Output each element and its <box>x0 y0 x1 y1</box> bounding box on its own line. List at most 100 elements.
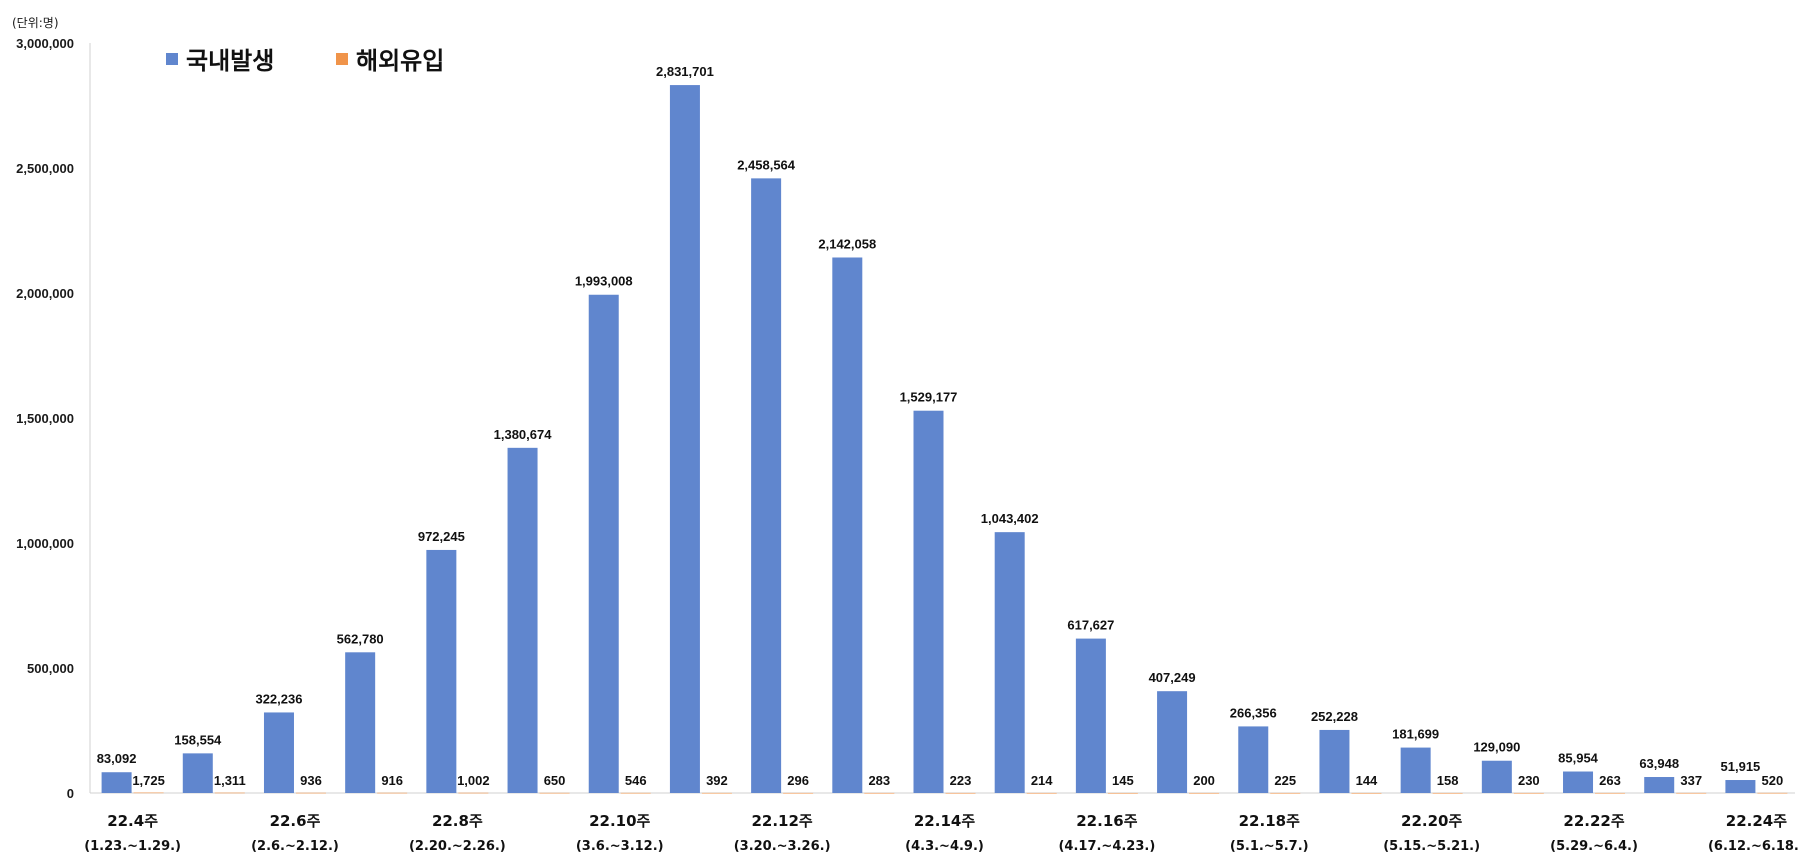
bar-domestic <box>426 549 457 793</box>
x-tick-label-week: 22.6주 <box>270 812 321 830</box>
x-tick-label-range: (6.12.~6.18.) <box>1708 839 1800 854</box>
data-label-domestic: 266,356 <box>1230 705 1277 720</box>
bar-overseas <box>295 792 326 794</box>
x-tick-label-range: (4.3.~4.9.) <box>905 839 984 854</box>
legend: 국내발생 해외유입 <box>166 47 444 75</box>
data-label-overseas: 214 <box>1031 773 1053 788</box>
bar-overseas <box>620 792 651 794</box>
x-tick-label-week: 22.10주 <box>589 812 650 830</box>
data-label-domestic: 322,236 <box>255 691 302 706</box>
data-label-overseas: 650 <box>544 773 566 788</box>
y-tick-label: 1,500,000 <box>16 411 74 426</box>
bar-overseas <box>1595 792 1626 794</box>
bar-overseas <box>864 792 895 794</box>
data-label-domestic: 972,245 <box>418 529 465 544</box>
bar-overseas <box>214 792 245 794</box>
bar-domestic <box>1481 760 1512 793</box>
bar-overseas <box>1432 792 1463 794</box>
bar-overseas <box>1026 792 1057 794</box>
x-tick-label-range: (5.29.~6.4.) <box>1550 839 1638 854</box>
data-label-overseas: 392 <box>706 773 728 788</box>
data-label-overseas: 296 <box>787 773 809 788</box>
data-label-domestic: 63,948 <box>1639 756 1679 771</box>
bar-domestic <box>1075 638 1106 793</box>
data-label-overseas: 225 <box>1274 773 1296 788</box>
bar-overseas <box>701 792 732 794</box>
x-tick-label-range: (5.15.~5.21.) <box>1383 839 1480 854</box>
bar-domestic <box>588 294 619 793</box>
x-tick-label-week: 22.14주 <box>914 812 975 830</box>
bar-overseas <box>1757 792 1788 794</box>
y-axis-ticks: 0 500,000 1,000,000 1,500,000 2,000,000 2,500… <box>16 36 74 801</box>
x-tick-label-range: (4.17.~4.23.) <box>1058 839 1155 854</box>
unit-label: (단위:명) <box>12 16 59 30</box>
data-label-domestic: 51,915 <box>1721 759 1761 774</box>
data-label-overseas: 223 <box>950 773 972 788</box>
data-label-overseas: 546 <box>625 773 647 788</box>
bar-domestic <box>1644 777 1675 793</box>
data-label-overseas: 230 <box>1518 773 1540 788</box>
y-tick-label: 2,500,000 <box>16 161 74 176</box>
bar-domestic <box>1157 691 1188 793</box>
x-tick-label-week: 22.24주 <box>1726 812 1787 830</box>
x-tick-label-week: 22.22주 <box>1563 812 1624 830</box>
bar-overseas <box>458 792 489 794</box>
x-tick-label-range: (5.1.~5.7.) <box>1230 839 1309 854</box>
data-label-domestic: 1,993,008 <box>575 274 633 289</box>
data-label-domestic: 407,249 <box>1149 670 1196 685</box>
y-tick-label: 500,000 <box>27 661 74 676</box>
x-tick-label-week: 22.16주 <box>1076 812 1137 830</box>
x-tick-label-week: 22.8주 <box>432 812 483 830</box>
data-label-overseas: 1,002 <box>457 773 490 788</box>
bar-overseas <box>1676 792 1707 794</box>
x-tick-label-range: (2.6.~2.12.) <box>251 839 339 854</box>
x-tick-label-range: (1.23.~1.29.) <box>84 839 181 854</box>
x-axis-labels: 22.4주 (1.23.~1.29.) 22.6주 (2.6.~2.12.) 22.8주… <box>84 812 1800 854</box>
data-label-overseas: 263 <box>1599 773 1621 788</box>
data-label-overseas: 283 <box>868 773 890 788</box>
bar-overseas <box>133 792 164 794</box>
x-tick-label-range: (3.6.~3.12.) <box>576 839 664 854</box>
bar-overseas <box>1513 792 1544 794</box>
bar-domestic <box>913 410 944 793</box>
bar-domestic <box>832 257 863 794</box>
bar-domestic <box>507 447 538 793</box>
data-label-overseas: 337 <box>1680 773 1702 788</box>
data-label-domestic: 1,529,177 <box>900 390 958 405</box>
bar-domestic <box>101 772 132 793</box>
legend-swatch-domestic <box>166 53 178 65</box>
data-label-overseas: 158 <box>1437 773 1459 788</box>
data-label-domestic: 83,092 <box>97 751 137 766</box>
bar-overseas <box>1189 792 1220 794</box>
data-label-domestic: 617,627 <box>1067 618 1114 633</box>
x-tick-label-week: 22.20주 <box>1401 812 1462 830</box>
data-label-domestic: 2,142,058 <box>818 236 876 251</box>
bar-overseas <box>539 792 570 794</box>
bar-domestic <box>994 532 1025 793</box>
bar-domestic <box>1725 780 1756 793</box>
bar-overseas <box>1270 792 1301 794</box>
x-tick-label-range: (2.20.~2.26.) <box>409 839 506 854</box>
bar-domestic <box>751 178 782 793</box>
x-tick-label-range: (3.20.~3.26.) <box>734 839 831 854</box>
bar-domestic <box>182 753 213 793</box>
data-label-domestic: 562,780 <box>337 631 384 646</box>
x-tick-label-week: 22.12주 <box>751 812 812 830</box>
data-label-overseas: 200 <box>1193 773 1215 788</box>
y-tick-label: 3,000,000 <box>16 36 74 51</box>
x-tick-label-week: 22.18주 <box>1239 812 1300 830</box>
y-tick-label: 0 <box>67 786 74 801</box>
data-label-overseas: 144 <box>1356 773 1378 788</box>
bar-domestic <box>263 712 294 793</box>
y-tick-label: 1,000,000 <box>16 536 74 551</box>
bar-domestic <box>1319 729 1350 793</box>
bar-overseas <box>377 792 408 794</box>
bars-group: 83,092 1,725 158,554 1,311 322,236 936 562,780… <box>97 64 1788 794</box>
bar-domestic <box>1238 726 1269 793</box>
data-label-overseas: 1,311 <box>214 773 246 788</box>
y-tick-label: 2,000,000 <box>16 286 74 301</box>
bar-overseas <box>1107 792 1138 794</box>
data-label-overseas: 916 <box>381 773 403 788</box>
